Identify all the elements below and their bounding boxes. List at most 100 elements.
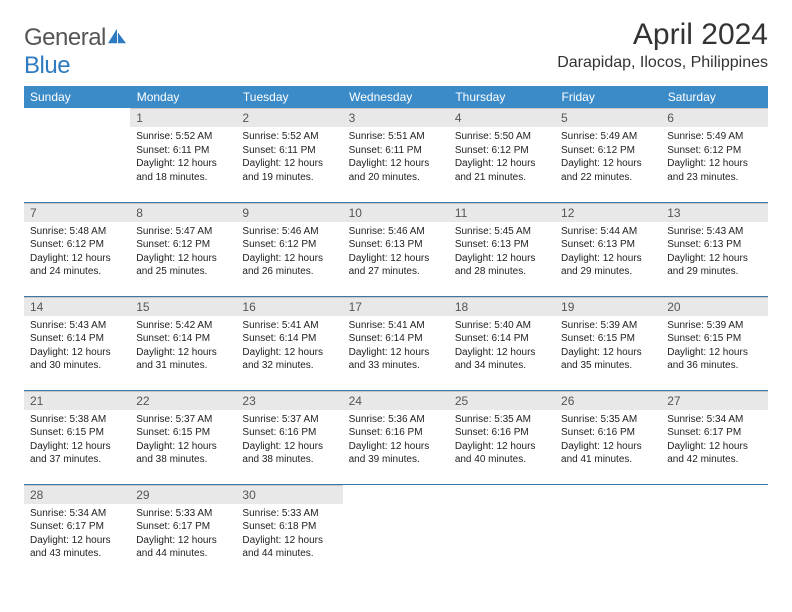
calendar-day-cell: ..: [24, 108, 130, 202]
calendar-body: ..1Sunrise: 5:52 AMSunset: 6:11 PMDaylig…: [24, 108, 768, 578]
day-details: Sunrise: 5:36 AMSunset: 6:16 PMDaylight:…: [343, 410, 449, 471]
day-number: 17: [343, 297, 449, 316]
calendar-week-row: 21Sunrise: 5:38 AMSunset: 6:15 PMDayligh…: [24, 390, 768, 484]
location-subtitle: Darapidap, Ilocos, Philippines: [557, 54, 768, 72]
day-number: 4: [449, 108, 555, 127]
brand-name-a: General: [24, 24, 106, 51]
logo-sail-icon: [106, 27, 128, 45]
day-details: Sunrise: 5:52 AMSunset: 6:11 PMDaylight:…: [130, 127, 236, 188]
day-number: 1: [130, 108, 236, 127]
weekday-header: Tuesday: [236, 86, 342, 108]
calendar-day-cell: 26Sunrise: 5:35 AMSunset: 6:16 PMDayligh…: [555, 390, 661, 484]
day-number: 15: [130, 297, 236, 316]
day-details: Sunrise: 5:51 AMSunset: 6:11 PMDaylight:…: [343, 127, 449, 188]
calendar-day-cell: 23Sunrise: 5:37 AMSunset: 6:16 PMDayligh…: [236, 390, 342, 484]
calendar-day-cell: ..: [343, 484, 449, 578]
day-details: Sunrise: 5:45 AMSunset: 6:13 PMDaylight:…: [449, 222, 555, 283]
day-details: Sunrise: 5:44 AMSunset: 6:13 PMDaylight:…: [555, 222, 661, 283]
calendar-day-cell: 21Sunrise: 5:38 AMSunset: 6:15 PMDayligh…: [24, 390, 130, 484]
calendar-day-cell: 16Sunrise: 5:41 AMSunset: 6:14 PMDayligh…: [236, 296, 342, 390]
day-details: Sunrise: 5:52 AMSunset: 6:11 PMDaylight:…: [236, 127, 342, 188]
day-number: 29: [130, 485, 236, 504]
calendar-day-cell: 7Sunrise: 5:48 AMSunset: 6:12 PMDaylight…: [24, 202, 130, 296]
calendar-day-cell: ..: [555, 484, 661, 578]
day-details: Sunrise: 5:40 AMSunset: 6:14 PMDaylight:…: [449, 316, 555, 377]
day-number: 21: [24, 391, 130, 410]
brand-logo: GeneralBlue: [24, 24, 128, 80]
day-number: 19: [555, 297, 661, 316]
day-number: 14: [24, 297, 130, 316]
calendar-day-cell: 19Sunrise: 5:39 AMSunset: 6:15 PMDayligh…: [555, 296, 661, 390]
day-number: 12: [555, 203, 661, 222]
weekday-header: Friday: [555, 86, 661, 108]
day-details: Sunrise: 5:37 AMSunset: 6:16 PMDaylight:…: [236, 410, 342, 471]
weekday-header: Saturday: [661, 86, 767, 108]
calendar-day-cell: 11Sunrise: 5:45 AMSunset: 6:13 PMDayligh…: [449, 202, 555, 296]
calendar-day-cell: 12Sunrise: 5:44 AMSunset: 6:13 PMDayligh…: [555, 202, 661, 296]
page-header: GeneralBlue April 2024 Darapidap, Ilocos…: [24, 18, 768, 80]
day-details: Sunrise: 5:35 AMSunset: 6:16 PMDaylight:…: [555, 410, 661, 471]
day-number: 20: [661, 297, 767, 316]
calendar-day-cell: ..: [449, 484, 555, 578]
calendar-week-row: 14Sunrise: 5:43 AMSunset: 6:14 PMDayligh…: [24, 296, 768, 390]
calendar-day-cell: 3Sunrise: 5:51 AMSunset: 6:11 PMDaylight…: [343, 108, 449, 202]
calendar-week-row: 7Sunrise: 5:48 AMSunset: 6:12 PMDaylight…: [24, 202, 768, 296]
day-number: 25: [449, 391, 555, 410]
brand-name: GeneralBlue: [24, 24, 128, 80]
calendar-day-cell: 2Sunrise: 5:52 AMSunset: 6:11 PMDaylight…: [236, 108, 342, 202]
day-details: Sunrise: 5:49 AMSunset: 6:12 PMDaylight:…: [555, 127, 661, 188]
day-details: Sunrise: 5:34 AMSunset: 6:17 PMDaylight:…: [661, 410, 767, 471]
calendar-day-cell: 25Sunrise: 5:35 AMSunset: 6:16 PMDayligh…: [449, 390, 555, 484]
day-number: 3: [343, 108, 449, 127]
day-details: Sunrise: 5:41 AMSunset: 6:14 PMDaylight:…: [236, 316, 342, 377]
calendar-day-cell: 4Sunrise: 5:50 AMSunset: 6:12 PMDaylight…: [449, 108, 555, 202]
day-number: 24: [343, 391, 449, 410]
title-block: April 2024 Darapidap, Ilocos, Philippine…: [557, 18, 768, 72]
day-details: Sunrise: 5:39 AMSunset: 6:15 PMDaylight:…: [661, 316, 767, 377]
calendar-day-cell: ..: [661, 484, 767, 578]
day-details: Sunrise: 5:41 AMSunset: 6:14 PMDaylight:…: [343, 316, 449, 377]
calendar-day-cell: 13Sunrise: 5:43 AMSunset: 6:13 PMDayligh…: [661, 202, 767, 296]
day-number: 27: [661, 391, 767, 410]
day-details: Sunrise: 5:46 AMSunset: 6:13 PMDaylight:…: [343, 222, 449, 283]
calendar-day-cell: 22Sunrise: 5:37 AMSunset: 6:15 PMDayligh…: [130, 390, 236, 484]
day-details: Sunrise: 5:35 AMSunset: 6:16 PMDaylight:…: [449, 410, 555, 471]
calendar-day-cell: 24Sunrise: 5:36 AMSunset: 6:16 PMDayligh…: [343, 390, 449, 484]
weekday-header: Sunday: [24, 86, 130, 108]
calendar-day-cell: 15Sunrise: 5:42 AMSunset: 6:14 PMDayligh…: [130, 296, 236, 390]
calendar-week-row: ..1Sunrise: 5:52 AMSunset: 6:11 PMDaylig…: [24, 108, 768, 202]
day-details: Sunrise: 5:34 AMSunset: 6:17 PMDaylight:…: [24, 504, 130, 565]
day-number: 10: [343, 203, 449, 222]
calendar-day-cell: 28Sunrise: 5:34 AMSunset: 6:17 PMDayligh…: [24, 484, 130, 578]
calendar-day-cell: 17Sunrise: 5:41 AMSunset: 6:14 PMDayligh…: [343, 296, 449, 390]
day-number: 18: [449, 297, 555, 316]
calendar-day-cell: 29Sunrise: 5:33 AMSunset: 6:17 PMDayligh…: [130, 484, 236, 578]
day-number: 2: [236, 108, 342, 127]
calendar-day-cell: 18Sunrise: 5:40 AMSunset: 6:14 PMDayligh…: [449, 296, 555, 390]
day-details: Sunrise: 5:48 AMSunset: 6:12 PMDaylight:…: [24, 222, 130, 283]
day-details: Sunrise: 5:39 AMSunset: 6:15 PMDaylight:…: [555, 316, 661, 377]
calendar-day-cell: 5Sunrise: 5:49 AMSunset: 6:12 PMDaylight…: [555, 108, 661, 202]
calendar-day-cell: 6Sunrise: 5:49 AMSunset: 6:12 PMDaylight…: [661, 108, 767, 202]
day-number: 28: [24, 485, 130, 504]
day-number: 23: [236, 391, 342, 410]
day-number: 9: [236, 203, 342, 222]
weekday-header: Monday: [130, 86, 236, 108]
brand-name-b: Blue: [24, 52, 70, 79]
day-details: Sunrise: 5:33 AMSunset: 6:17 PMDaylight:…: [130, 504, 236, 565]
day-details: Sunrise: 5:43 AMSunset: 6:14 PMDaylight:…: [24, 316, 130, 377]
day-details: Sunrise: 5:50 AMSunset: 6:12 PMDaylight:…: [449, 127, 555, 188]
day-details: Sunrise: 5:33 AMSunset: 6:18 PMDaylight:…: [236, 504, 342, 565]
calendar-day-cell: 20Sunrise: 5:39 AMSunset: 6:15 PMDayligh…: [661, 296, 767, 390]
calendar-day-cell: 10Sunrise: 5:46 AMSunset: 6:13 PMDayligh…: [343, 202, 449, 296]
day-details: Sunrise: 5:47 AMSunset: 6:12 PMDaylight:…: [130, 222, 236, 283]
calendar-day-cell: 27Sunrise: 5:34 AMSunset: 6:17 PMDayligh…: [661, 390, 767, 484]
day-number: 26: [555, 391, 661, 410]
calendar-day-cell: 8Sunrise: 5:47 AMSunset: 6:12 PMDaylight…: [130, 202, 236, 296]
calendar-day-cell: 1Sunrise: 5:52 AMSunset: 6:11 PMDaylight…: [130, 108, 236, 202]
calendar-header-row: SundayMondayTuesdayWednesdayThursdayFrid…: [24, 86, 768, 108]
day-details: Sunrise: 5:42 AMSunset: 6:14 PMDaylight:…: [130, 316, 236, 377]
day-details: Sunrise: 5:37 AMSunset: 6:15 PMDaylight:…: [130, 410, 236, 471]
calendar-day-cell: 14Sunrise: 5:43 AMSunset: 6:14 PMDayligh…: [24, 296, 130, 390]
day-number: 6: [661, 108, 767, 127]
